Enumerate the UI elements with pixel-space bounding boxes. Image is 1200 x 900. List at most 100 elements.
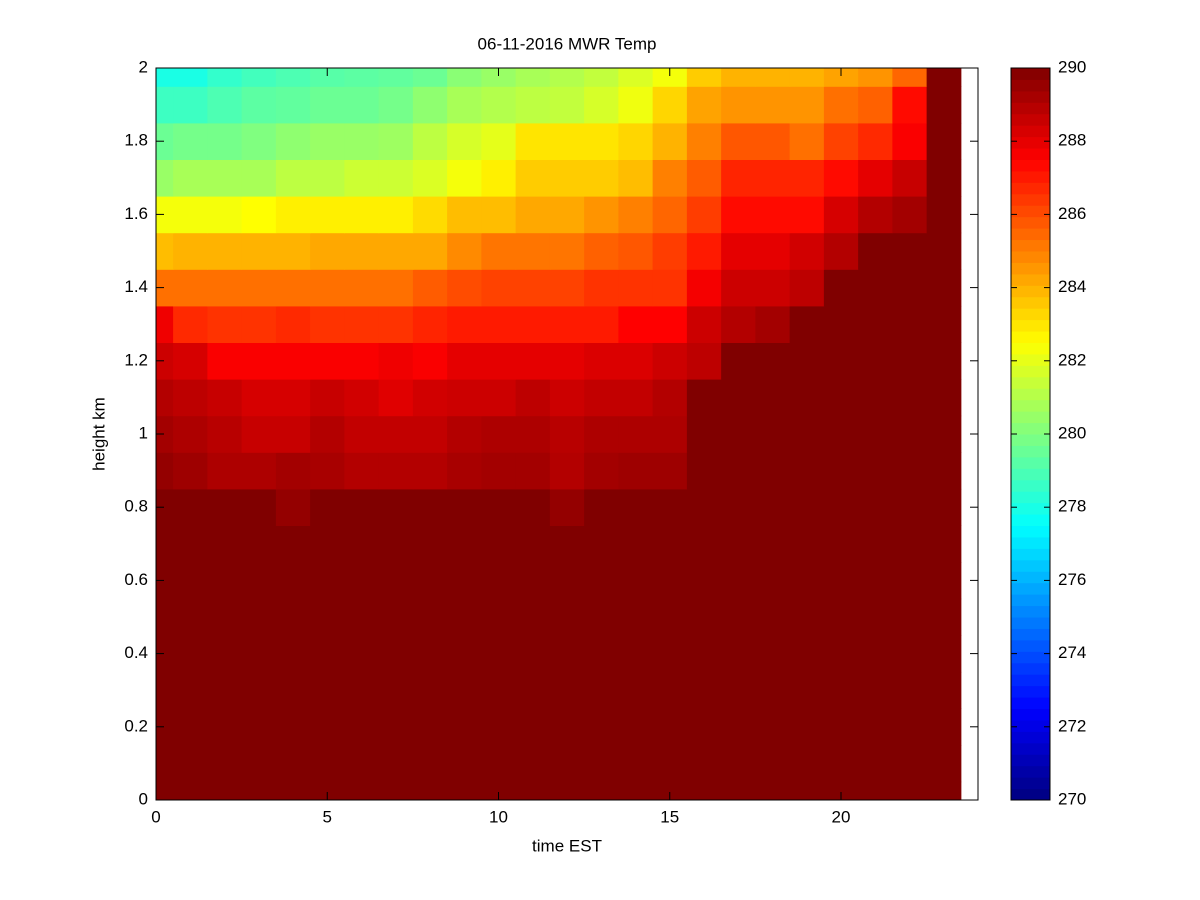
heatmap-cell — [858, 196, 893, 234]
heatmap-cell — [549, 635, 585, 673]
heatmap-cell — [515, 68, 551, 87]
heatmap-cell — [755, 671, 791, 709]
heatmap-cell — [823, 562, 859, 600]
heatmap-cell — [481, 745, 517, 783]
colorbar-segment — [1011, 685, 1050, 698]
heatmap-cell — [173, 196, 208, 234]
heatmap-cell — [515, 488, 551, 526]
colorbar-tick-label: 278 — [1058, 497, 1086, 516]
colorbar-tick-label: 274 — [1058, 643, 1086, 662]
heatmap-cell — [823, 598, 859, 636]
heatmap-cell — [721, 269, 756, 307]
heatmap-cell — [721, 598, 756, 636]
heatmap-cell — [481, 525, 517, 563]
heatmap-cell — [241, 452, 277, 490]
heatmap-cell — [789, 745, 825, 783]
heatmap-cell — [481, 708, 517, 746]
heatmap-cell — [481, 415, 517, 453]
heatmap-cell — [412, 415, 448, 453]
colorbar-segment — [1011, 536, 1050, 549]
heatmap-cell — [447, 415, 482, 453]
heatmap-cell — [275, 342, 311, 380]
heatmap-cell — [686, 232, 722, 270]
heatmap-cell — [789, 525, 825, 563]
heatmap-cell — [926, 488, 962, 526]
heatmap-cell — [275, 488, 311, 526]
heatmap-cell — [515, 635, 551, 673]
heatmap-cell — [447, 452, 482, 490]
heatmap-cell — [207, 68, 243, 87]
heatmap-cell — [207, 598, 243, 636]
heatmap-cell — [241, 525, 277, 563]
heatmap-cell — [789, 708, 825, 746]
heatmap-cell — [173, 488, 208, 526]
heatmap-cell — [823, 745, 859, 783]
heatmap-cell — [173, 781, 208, 800]
heatmap-cell — [892, 671, 928, 709]
heatmap-cell — [412, 342, 448, 380]
heatmap-cell — [789, 232, 825, 270]
y-tick-label: 1 — [139, 423, 148, 442]
heatmap-cell — [241, 379, 277, 417]
heatmap-cell — [549, 415, 585, 453]
colorbar-segment — [1011, 205, 1050, 218]
heatmap-cell — [515, 525, 551, 563]
heatmap-cell — [789, 122, 825, 160]
heatmap-cell — [156, 598, 174, 636]
colorbar-segment — [1011, 273, 1050, 286]
heatmap-cell — [721, 122, 756, 160]
heatmap-cell — [721, 562, 756, 600]
heatmap-cell — [515, 86, 551, 124]
heatmap-cell — [378, 159, 414, 197]
heatmap-cell — [789, 159, 825, 197]
heatmap-cell — [344, 525, 380, 563]
heatmap-cell — [515, 196, 551, 234]
heatmap-cell — [275, 379, 311, 417]
heatmap-cell — [481, 196, 517, 234]
colorbar-segment — [1011, 674, 1050, 687]
heatmap-cell — [618, 379, 654, 417]
heatmap-cell — [310, 122, 345, 160]
heatmap-cell — [481, 269, 517, 307]
colorbar-segment — [1011, 582, 1050, 595]
heatmap-cell — [892, 86, 928, 124]
heatmap-cell — [823, 379, 859, 417]
colorbar-segment — [1011, 113, 1050, 126]
heatmap-cell — [823, 86, 859, 124]
heatmap-cell — [275, 745, 311, 783]
heatmap-cell — [584, 342, 619, 380]
heatmap-cell — [207, 562, 243, 600]
colorbar-tick-label: 282 — [1058, 350, 1086, 369]
heatmap-cell — [481, 232, 517, 270]
heatmap-cell — [447, 671, 482, 709]
heatmap-cell — [549, 745, 585, 783]
heatmap-cell — [344, 342, 380, 380]
heatmap-cell — [310, 415, 345, 453]
colorbar-segment — [1011, 388, 1050, 401]
heatmap-cell — [686, 122, 722, 160]
heatmap-cell — [652, 122, 688, 160]
heatmap-cell — [721, 415, 756, 453]
colorbar-segment — [1011, 79, 1050, 92]
colorbar-segment — [1011, 102, 1050, 115]
heatmap-cell — [447, 379, 482, 417]
heatmap-cell — [412, 598, 448, 636]
colorbar-segment — [1011, 491, 1050, 504]
heatmap-cell — [344, 196, 380, 234]
heatmap-cell — [755, 342, 791, 380]
heatmap-cell — [584, 635, 619, 673]
heatmap-cell — [721, 196, 756, 234]
heatmap-cell — [310, 232, 345, 270]
colorbar-segment — [1011, 170, 1050, 183]
heatmap-cell — [755, 781, 791, 800]
heatmap-cell — [156, 525, 174, 563]
heatmap-cell — [344, 562, 380, 600]
heatmap-cell — [481, 635, 517, 673]
heatmap-cell — [789, 305, 825, 343]
heatmap-cell — [207, 452, 243, 490]
colorbar-segment — [1011, 456, 1050, 469]
heatmap-cell — [275, 305, 311, 343]
heatmap-cell — [789, 342, 825, 380]
heatmap-cell — [207, 781, 243, 800]
heatmap-cell — [755, 452, 791, 490]
